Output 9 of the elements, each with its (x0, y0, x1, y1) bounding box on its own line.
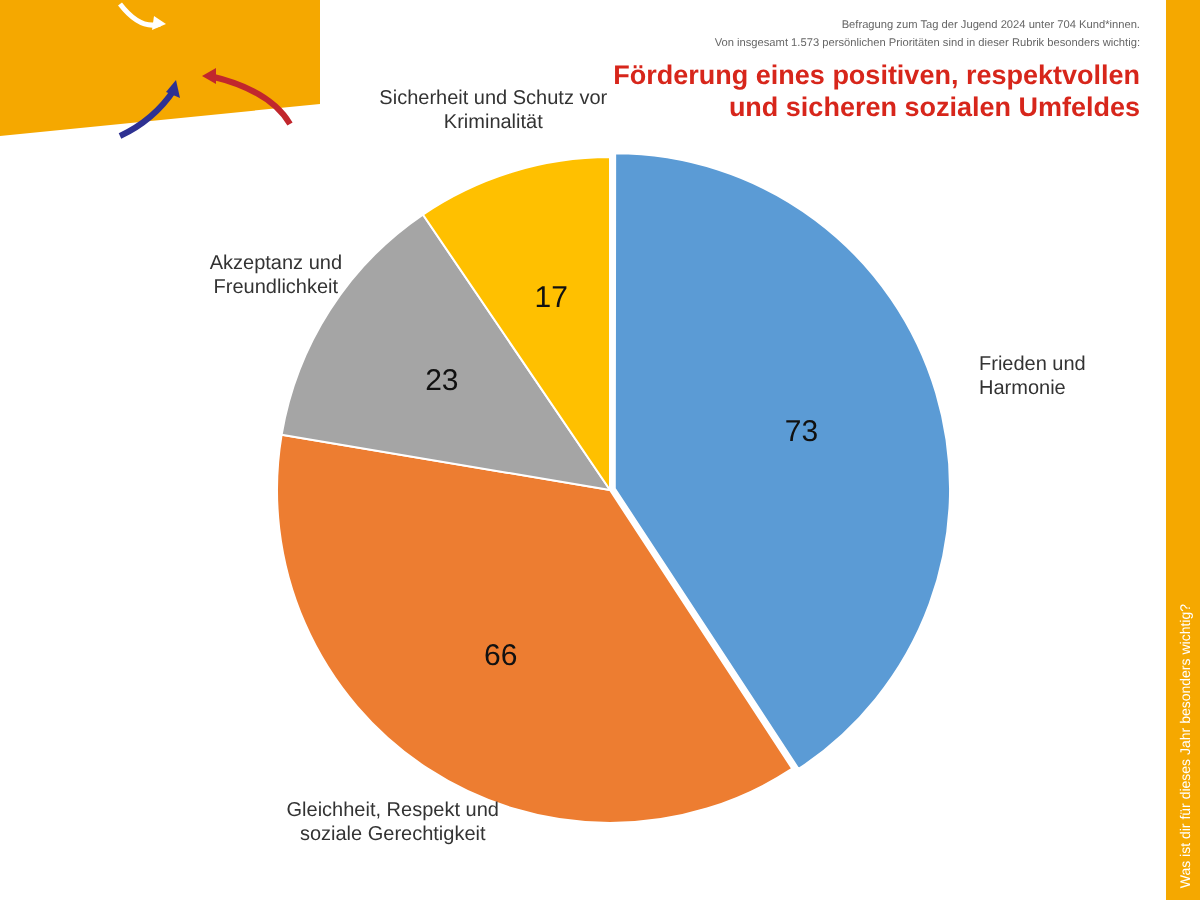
data-label: 66 (483, 639, 518, 674)
data-label: 73 (784, 415, 819, 450)
data-label: 17 (534, 281, 568, 316)
chart-title: Förderung eines positiven, respektvollen und sicheren sozialen Umfeldes (613, 60, 1140, 122)
slice-label: Frieden und Harmonie (979, 354, 1086, 401)
slice-label: Sicherheit und Schutz vor Kriminalität (379, 88, 609, 135)
slice-label: Akzeptanz und Freundlichkeit (209, 253, 343, 300)
data-label: 23 (425, 364, 459, 399)
slice-label: Gleichheit, Respekt und soziale Gerechtigkeit (286, 799, 499, 846)
